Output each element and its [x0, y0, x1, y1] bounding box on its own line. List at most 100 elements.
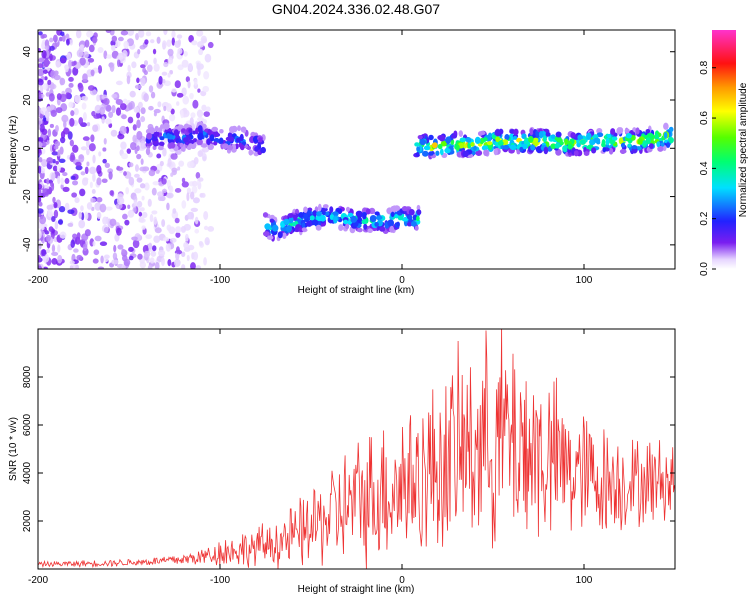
heatmap-noise-cell	[177, 47, 183, 55]
heatmap-track-cell	[252, 135, 259, 143]
heatmap-noise-cell	[113, 40, 121, 48]
heatmap-noise-cell	[55, 107, 63, 114]
heatmap-noise-cell	[51, 172, 55, 182]
heatmap-noise-cell	[108, 111, 114, 118]
heatmap-track-cell	[175, 138, 180, 144]
heatmap-track-cell	[312, 210, 317, 217]
snr-x-tick-label: -200	[28, 575, 48, 586]
heatmap-noise-cell	[126, 30, 135, 36]
heatmap-track-cell	[663, 122, 669, 130]
heatmap-track-cell	[387, 219, 395, 227]
heatmap-noise-cell	[167, 57, 174, 65]
heatmap-track-cell	[258, 137, 263, 143]
heatmap-track-cell	[494, 129, 501, 137]
heatmap-noise-cell	[38, 183, 43, 190]
heatmap-noise-cell	[154, 262, 160, 269]
heatmap-noise-cell	[115, 107, 122, 116]
heatmap-track-cell	[182, 137, 189, 143]
heatmap-noise-cell	[49, 45, 55, 51]
heatmap-noise-cell	[182, 95, 190, 105]
heatmap-noise-cell	[126, 148, 132, 154]
heatmap-noise-cell	[151, 187, 157, 196]
heatmap-noise-cell	[149, 257, 155, 264]
heatmap-noise-cell	[80, 146, 88, 151]
heatmap-noise-cell	[66, 38, 70, 46]
heatmap-track-cell	[393, 205, 401, 212]
heatmap-track-cell	[379, 226, 386, 232]
heatmap-track-cell	[188, 143, 193, 149]
heatmap-noise-cell	[88, 44, 95, 53]
heatmap-noise-cell	[84, 211, 89, 221]
heatmap-track-cell	[301, 222, 306, 229]
heatmap-noise-cell	[171, 167, 178, 173]
heatmap-noise-cell	[191, 180, 198, 187]
snr-y-tick-label: 2000	[22, 509, 33, 532]
heatmap-noise-cell	[147, 264, 153, 269]
heatmap-noise-cell	[102, 158, 107, 164]
heatmap-noise-cell	[44, 76, 48, 81]
heatmap-noise-cell	[38, 248, 41, 255]
heatmap-noise-cell	[136, 177, 143, 183]
heatmap-track-cell	[450, 134, 458, 139]
heatmap-noise-cell	[119, 103, 127, 111]
heatmap-noise-cell	[85, 139, 90, 148]
heatmap-noise-cell	[158, 249, 166, 257]
heatmap-noise-cell	[181, 177, 186, 183]
heatmap-noise-cell	[78, 117, 84, 125]
snr-y-tick-label: 6000	[22, 413, 33, 436]
heatmap-track-cell	[529, 128, 534, 136]
heatmap-noise-cell	[167, 72, 171, 78]
heatmap-noise-cell	[189, 191, 195, 200]
heatmap-noise-cell	[84, 39, 90, 48]
heatmap-noise-cell	[41, 142, 47, 147]
heatmap-track-cell	[350, 215, 358, 223]
heatmap-noise-cell	[153, 57, 157, 65]
heatmap-noise-cell	[137, 101, 143, 109]
heatmap-noise-cell	[136, 119, 141, 129]
heatmap-track-cell	[271, 224, 279, 232]
heatmap-track-cell	[303, 206, 308, 213]
heatmap-noise-cell	[72, 66, 79, 76]
heatmap-noise-cell	[42, 69, 48, 74]
heatmap-noise-cell	[132, 134, 137, 143]
heatmap-noise-cell	[82, 136, 90, 141]
heatmap-noise-cell	[166, 202, 170, 211]
heatmap-noise-cell	[190, 262, 196, 269]
heatmap-noise-cell	[121, 264, 126, 269]
heatmap-noise-cell	[157, 101, 162, 108]
heatmap-noise-cell	[105, 104, 112, 112]
heatmap-noise-cell	[56, 163, 61, 172]
heatmap-noise-cell	[101, 116, 105, 124]
heatmap-noise-cell	[131, 61, 137, 69]
heatmap-track-cell	[562, 145, 569, 153]
heatmap-track-cell	[303, 213, 309, 220]
heatmap-track-cell	[188, 128, 193, 134]
heatmap-track-cell	[322, 204, 329, 209]
heatmap-noise-cell	[143, 60, 149, 66]
heatmap-noise-cell	[140, 207, 145, 212]
heatmap-track-cell	[555, 148, 562, 156]
heatmap-noise-cell	[189, 117, 194, 125]
heatmap-noise-cell	[194, 216, 199, 225]
heatmap-noise-cell	[138, 211, 143, 217]
heatmap-noise-cell	[202, 156, 207, 161]
heatmap-noise-cell	[58, 36, 63, 42]
colorbar-tick-label: 0.6	[699, 111, 710, 125]
heatmap-noise-cell	[181, 264, 186, 269]
heatmap-noise-cell	[192, 99, 199, 109]
heatmap-noise-cell	[86, 30, 94, 38]
heatmap-noise-cell	[51, 216, 56, 223]
heatmap-track-cell	[235, 137, 241, 143]
heatmap-noise-cell	[191, 40, 198, 46]
heatmap-noise-cell	[57, 244, 61, 253]
heatmap-noise-cell	[52, 196, 56, 204]
heatmap-noise-cell	[174, 188, 182, 193]
heatmap-noise-cell	[49, 53, 53, 62]
heatmap-track-cell	[196, 138, 203, 146]
heatmap-noise-cell	[86, 202, 93, 210]
heatmap-noise-cell	[153, 235, 161, 243]
heatmap-noise-cell	[111, 44, 116, 51]
colorbar-tick-label: 0.4	[699, 161, 710, 175]
heatmap-track-cell	[416, 209, 422, 216]
heatmap-noise-cell	[68, 82, 74, 88]
